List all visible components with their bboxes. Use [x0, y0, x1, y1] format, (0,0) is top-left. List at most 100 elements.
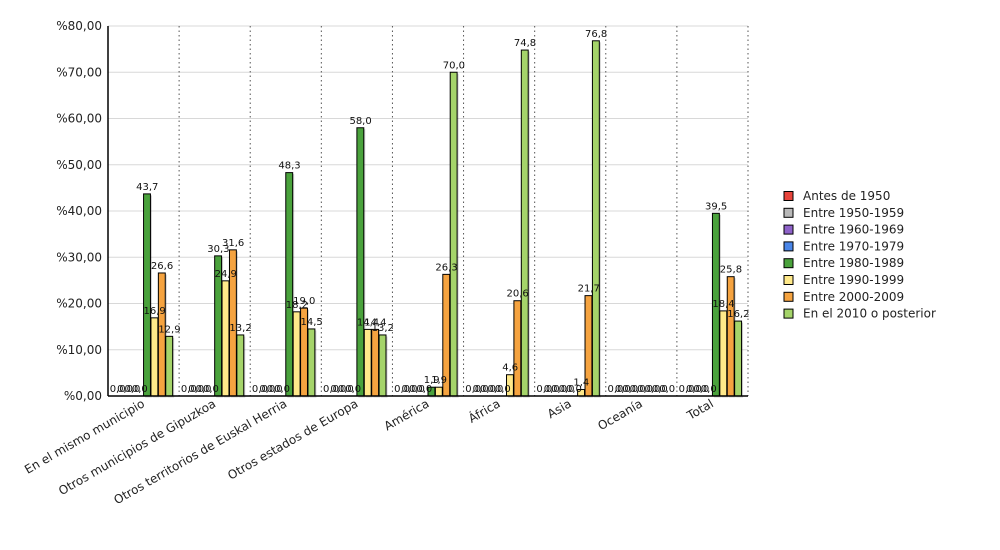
data-label: 0,0	[659, 384, 675, 395]
bar	[449, 71, 458, 397]
data-label: 0,0	[607, 384, 623, 395]
data-label: 26,3	[435, 262, 457, 273]
data-label: 0,0	[693, 384, 709, 395]
x-category-label: En el mismo municipio	[22, 396, 147, 476]
axes	[107, 26, 748, 397]
data-label: 58,0	[349, 116, 371, 127]
legend-swatch	[783, 291, 794, 302]
data-label: 0,0	[338, 384, 354, 395]
data-label: 30,3	[207, 244, 229, 255]
data-label: 0,0	[622, 384, 638, 395]
y-tick-label: %70,00	[56, 65, 102, 79]
bar	[292, 311, 301, 397]
legend-label: Entre 1960-1969	[803, 223, 904, 237]
bar	[726, 276, 735, 397]
x-category-label: América	[382, 396, 432, 433]
y-tick-label: %40,00	[56, 204, 102, 218]
data-label: 39,5	[705, 201, 727, 212]
legend: Antes de 1950 Entre 1950-1959 Entre 1960-1…	[783, 189, 936, 321]
data-label: 16,2	[727, 309, 749, 320]
bar	[734, 320, 743, 397]
data-label: 18,4	[712, 299, 734, 310]
data-label: 14,4	[357, 317, 379, 328]
data-labels: 0,00,00,00,043,716,926,612,90,00,00,00,0…	[110, 29, 750, 395]
y-tick-label: %0,00	[64, 389, 102, 403]
data-label: 16,9	[144, 306, 166, 317]
gridlines	[108, 25, 749, 396]
data-label: 0,0	[559, 384, 575, 395]
data-label: 25,8	[720, 265, 742, 276]
data-label: 0,0	[188, 384, 204, 395]
data-label: 1,9	[431, 375, 447, 386]
bar	[591, 40, 600, 397]
data-label: 20,6	[506, 289, 528, 300]
data-label: 48,3	[278, 161, 300, 172]
data-label: 0,0	[267, 384, 283, 395]
y-tick-label: %20,00	[56, 297, 102, 311]
data-label: 21,7	[578, 284, 600, 295]
legend-label: Entre 1980-1989	[803, 256, 904, 270]
data-label: 14,5	[301, 317, 323, 328]
data-label: 18,2	[286, 300, 308, 311]
legend-label: Entre 1970-1979	[803, 239, 904, 253]
data-label: 0,0	[551, 384, 567, 395]
data-label: 0,0	[203, 384, 219, 395]
data-label: 0,0	[117, 384, 133, 395]
data-label: 0,0	[465, 384, 481, 395]
data-label: 24,9	[215, 269, 237, 280]
bar	[356, 127, 365, 397]
data-label: 0,0	[274, 384, 290, 395]
legend-swatch	[783, 275, 794, 285]
data-label: 0,0	[125, 384, 141, 395]
data-label: 74,8	[514, 38, 536, 49]
data-label: 0,0	[615, 384, 631, 395]
data-label: 0,0	[544, 384, 560, 395]
legend-label: Entre 1990-1999	[803, 273, 904, 287]
x-category-label: Otros estados de Europa	[225, 396, 360, 482]
data-label: 43,7	[136, 182, 158, 193]
y-tick-label: %10,00	[56, 343, 102, 357]
legend-swatch	[783, 308, 794, 319]
x-category-label: África	[465, 396, 502, 426]
data-label: 0,0	[394, 384, 410, 395]
data-label: 0,0	[480, 384, 496, 395]
x-category-label: Asia	[545, 396, 574, 421]
legend-swatch	[783, 207, 794, 218]
data-label: 0,0	[409, 384, 425, 395]
data-label: 0,0	[536, 384, 552, 395]
legend-label: En el 2010 o posterior	[803, 307, 936, 321]
data-label: 0,0	[416, 384, 432, 395]
data-label: 0,0	[644, 384, 660, 395]
data-label: 70,0	[443, 60, 465, 71]
data-label: 19,0	[293, 296, 315, 307]
data-label: 4,6	[502, 363, 518, 374]
legend-swatch	[783, 258, 794, 269]
bar	[378, 334, 387, 397]
bar	[165, 335, 174, 397]
x-category-label: Total	[684, 396, 716, 423]
data-label: 0,0	[345, 384, 361, 395]
legend-swatch	[783, 224, 794, 235]
data-label: 1,9	[424, 375, 440, 386]
data-label: 0,0	[686, 384, 702, 395]
y-tick-label: %50,00	[56, 158, 102, 172]
bar	[520, 49, 529, 397]
bar	[236, 334, 245, 397]
data-label: 0,0	[473, 384, 489, 395]
data-label: 76,8	[585, 29, 607, 40]
data-label: 0,0	[181, 384, 197, 395]
bar	[285, 172, 294, 397]
data-label: 0,0	[323, 384, 339, 395]
bar	[221, 280, 230, 397]
bar	[307, 328, 316, 397]
y-tick-label: %80,00	[56, 19, 102, 33]
data-label: 12,9	[158, 324, 180, 335]
bar	[150, 317, 159, 397]
data-label: 0,0	[132, 384, 148, 395]
data-label: 0,0	[701, 384, 717, 395]
data-label: 0,0	[252, 384, 268, 395]
legend-label: Entre 2000-2009	[803, 290, 904, 304]
data-label: 0,0	[637, 384, 653, 395]
data-label: 0,0	[495, 384, 511, 395]
